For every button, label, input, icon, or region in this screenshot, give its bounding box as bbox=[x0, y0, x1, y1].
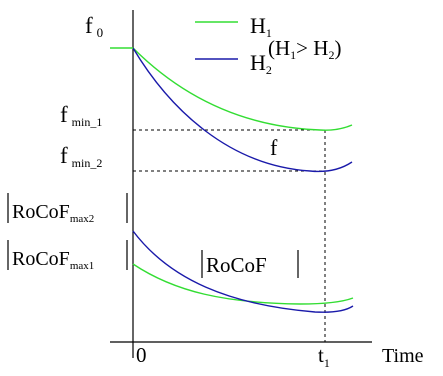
legend-h2-label: H2 bbox=[250, 50, 272, 77]
fmin1-label: f min_1 bbox=[60, 102, 102, 129]
frequency-curve-label: f bbox=[270, 135, 278, 160]
x-axis-label: Time bbox=[382, 345, 424, 367]
rocof-max2-label: RoCoFmax2 bbox=[12, 201, 94, 225]
t1-label: t1 bbox=[318, 343, 330, 370]
rocof-curve-h1 bbox=[132, 263, 354, 305]
frequency-curve-h2 bbox=[132, 47, 353, 173]
inertia-relation-label: (H1> H2) bbox=[268, 36, 341, 62]
rocof-max1-label: RoCoFmax1 bbox=[12, 248, 94, 272]
frequency-curve-h1 bbox=[132, 47, 353, 131]
rocof-curve-h2 bbox=[132, 230, 354, 313]
origin-tick-label: 0 bbox=[136, 343, 147, 367]
legend-h1-label: H1 bbox=[250, 13, 272, 40]
fmin2-label: f min_2 bbox=[60, 143, 102, 170]
rocof-curve-label: RoCoF bbox=[206, 253, 267, 277]
